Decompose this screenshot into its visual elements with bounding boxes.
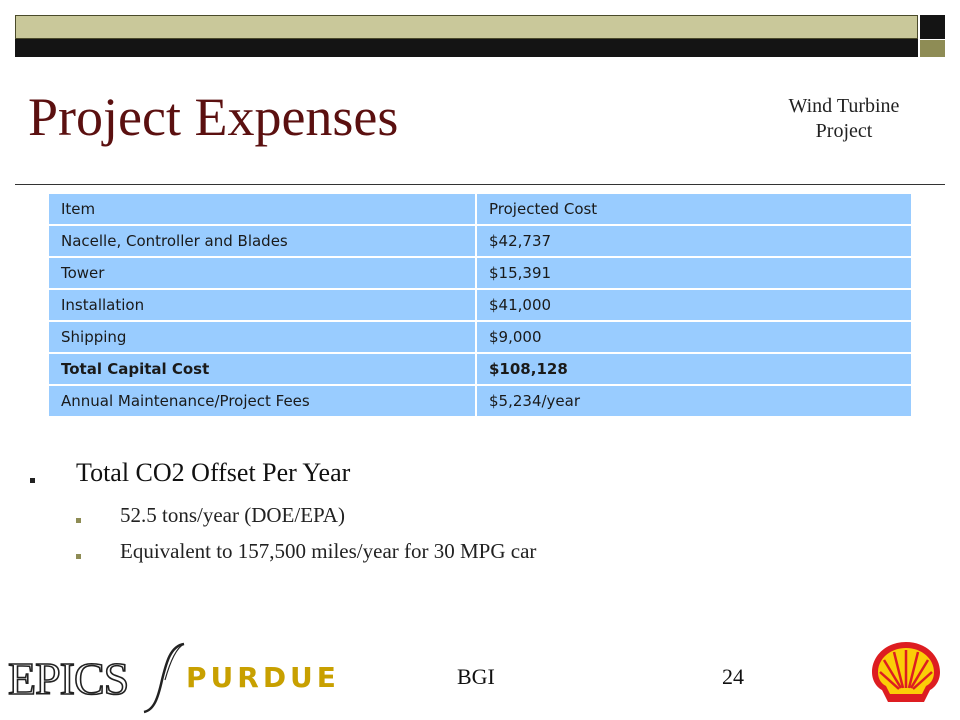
table-row: Tower $15,391 [47,256,913,290]
top-bar-dark [15,39,918,57]
sub-bullet-marker [76,554,81,559]
row-item: Installation [47,288,477,322]
bullet-main: Total CO2 Offset Per Year [76,458,351,487]
epics-logo: EPICS [7,653,130,704]
row-item: Tower [47,256,477,290]
row-item: Nacelle, Controller and Blades [47,224,477,258]
epics-swoosh-icon [143,642,185,714]
shell-logo [872,642,940,702]
row-cost: $5,234/year [475,384,913,418]
table-row-total: Total Capital Cost $108,128 [47,352,913,386]
subtitle-line-2: Project [815,120,873,142]
corner-block-dark [920,15,945,39]
row-cost: $42,737 [475,224,913,258]
header-item: Item [47,192,477,226]
page-number: 24 [722,664,744,689]
slide-subtitle: Wind Turbine Project [760,94,928,144]
sub-bullet-marker [76,518,81,523]
row-item: Annual Maintenance/Project Fees [47,384,477,418]
footer-text: BGI [457,664,495,689]
table-row: Annual Maintenance/Project Fees $5,234/y… [47,384,913,418]
slide-title: Project Expenses [28,87,399,147]
table-row: Nacelle, Controller and Blades $42,737 [47,224,913,258]
row-cost: $108,128 [475,352,913,386]
table-row: Installation $41,000 [47,288,913,322]
table-header-row: Item Projected Cost [47,192,913,226]
title-divider [15,184,945,185]
purdue-logo: PURDUE [186,661,340,694]
table-row: Shipping $9,000 [47,320,913,354]
expenses-table: Item Projected Cost Nacelle, Controller … [47,192,913,418]
row-item: Shipping [47,320,477,354]
header-projected-cost: Projected Cost [475,192,913,226]
row-cost: $41,000 [475,288,913,322]
subtitle-line-1: Wind Turbine [788,95,900,117]
bullet-marker [30,478,35,483]
sub-bullet-1: 52.5 tons/year (DOE/EPA) [120,503,345,527]
top-bar-accent [15,15,918,39]
corner-block-olive [920,40,945,57]
sub-bullet-2: Equivalent to 157,500 miles/year for 30 … [120,539,537,563]
row-cost: $15,391 [475,256,913,290]
row-cost: $9,000 [475,320,913,354]
row-item: Total Capital Cost [47,352,477,386]
